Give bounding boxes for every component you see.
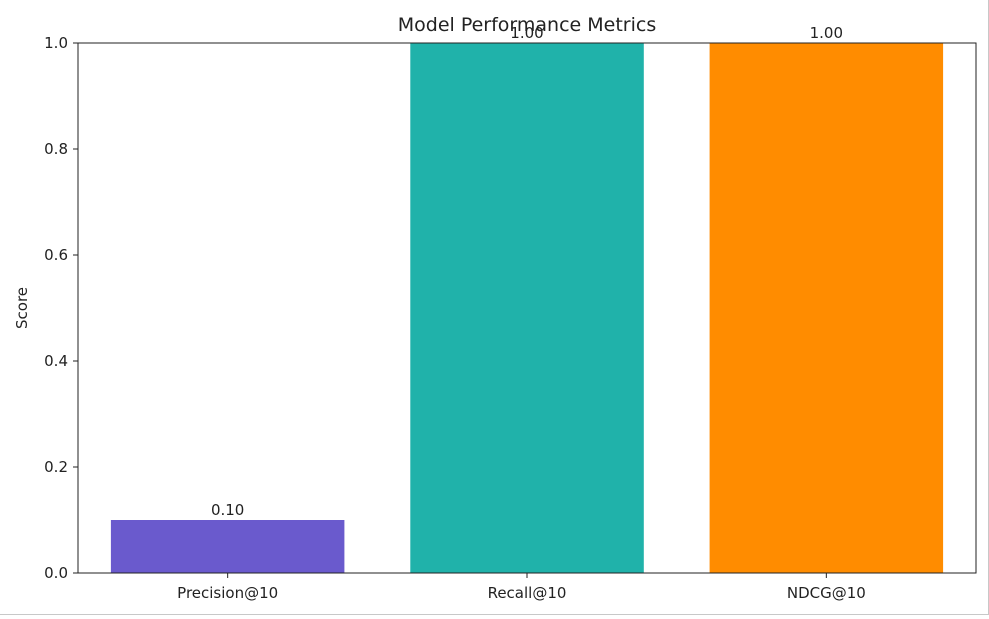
- bar-recall-10: [410, 43, 644, 573]
- bar-value-label: 0.10: [211, 501, 244, 519]
- y-tick-label: 0.6: [44, 246, 68, 264]
- y-tick-label: 0.8: [44, 140, 68, 158]
- y-tick-label: 0.2: [44, 458, 68, 476]
- bar-value-label: 1.00: [810, 24, 843, 42]
- bar-value-label: 1.00: [510, 24, 543, 42]
- y-tick-label: 0.4: [44, 352, 68, 370]
- plot-area: 0.0 0.2 0.4 0.6 0.8 1.0 Precision@10 Recall@10 N…: [44, 24, 977, 602]
- bar-precision-10: [110, 520, 345, 573]
- y-tick-label: 1.0: [44, 34, 68, 52]
- bar-ndcg-10: [709, 43, 944, 573]
- x-tick-label: NDCG@10: [787, 584, 866, 602]
- y-tick-label: 0.0: [44, 564, 68, 582]
- x-tick-label: Recall@10: [488, 584, 567, 602]
- y-axis-label: Score: [13, 287, 31, 329]
- x-tick-label: Precision@10: [177, 584, 278, 602]
- chart-title: Model Performance Metrics: [398, 14, 657, 36]
